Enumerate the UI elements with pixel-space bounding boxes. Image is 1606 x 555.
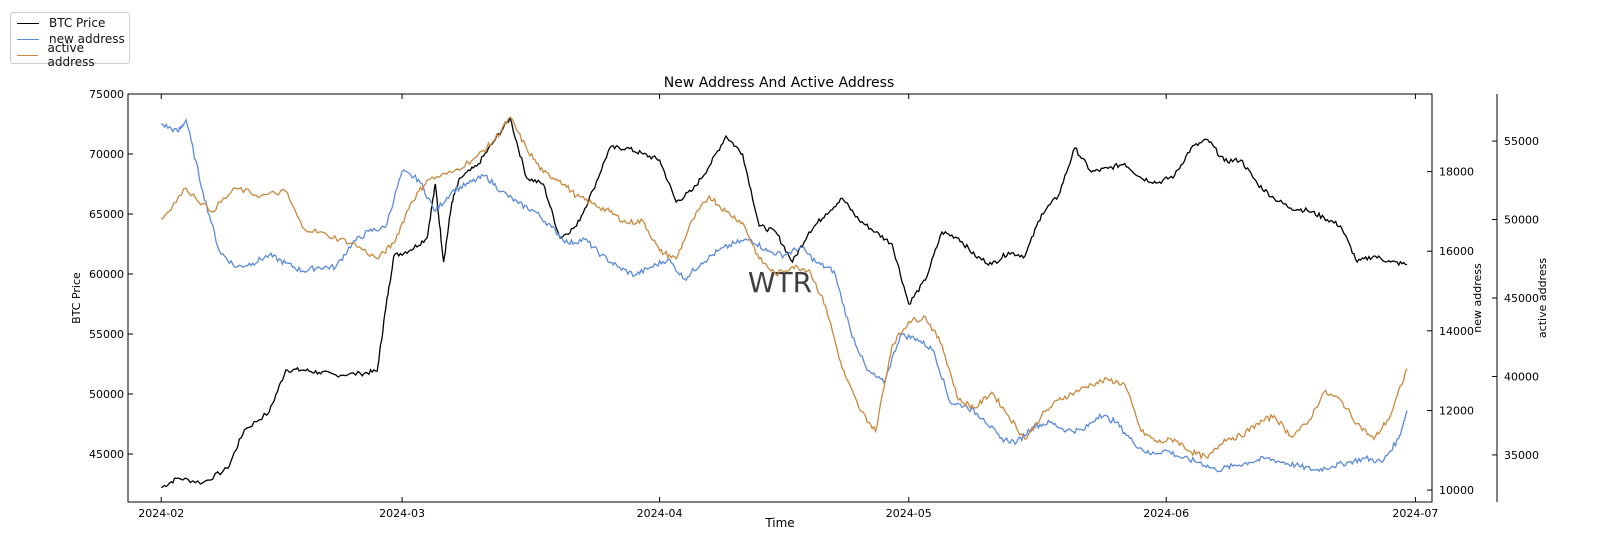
legend-label-new-address: new address	[49, 32, 125, 46]
x-tick-label: 2024-05	[886, 507, 932, 520]
y-axis-label-active: active address	[1536, 258, 1549, 338]
y-tick-label-new: 10000	[1439, 484, 1474, 497]
chart-title: New Address And Active Address	[664, 75, 895, 91]
y-tick-label-btc: 45000	[89, 448, 124, 461]
legend-swatch-btc-price	[17, 22, 39, 24]
legend-item-btc-price: BTC Price	[17, 15, 105, 31]
legend-label-btc-price: BTC Price	[49, 16, 106, 30]
plot-frame	[127, 93, 1433, 503]
y-tick-label-active: 50000	[1504, 214, 1539, 227]
legend-item-active-address: active address	[17, 41, 129, 69]
x-axis-label: Time	[764, 516, 794, 530]
y-tick-label-active: 35000	[1504, 449, 1539, 462]
legend-item-new-address: new address	[17, 31, 125, 47]
watermark: WTR	[748, 266, 812, 299]
y-tick-label-new: 12000	[1439, 404, 1474, 417]
y-tick-label-active: 40000	[1504, 370, 1539, 383]
y-tick-label-btc: 60000	[89, 268, 124, 281]
y-tick-label-btc: 50000	[89, 388, 124, 401]
y-tick-label-new: 18000	[1439, 166, 1474, 179]
series-line-btc-price	[160, 116, 1408, 489]
series-line-new-address	[161, 117, 1408, 473]
y-tick-label-new: 14000	[1439, 325, 1474, 338]
plot-series-group	[160, 116, 1408, 489]
y-tick-label-new: 16000	[1439, 245, 1474, 258]
y-axis-label-new: new address	[1471, 263, 1484, 333]
y-axis-label-btc: BTC Price	[70, 272, 83, 324]
series-line-active-address	[160, 116, 1408, 461]
y-tick-label-btc: 70000	[89, 148, 124, 161]
legend-label-active-address: active address	[47, 41, 95, 69]
axes-group: 2024-02 2024-03 2024-04 2024-05 2024-06 2024-…	[70, 88, 1549, 520]
y-tick-label-active: 55000	[1504, 135, 1539, 148]
y-tick-label-btc: 65000	[89, 208, 124, 221]
y-tick-label-active: 45000	[1504, 292, 1539, 305]
x-tick-label: 2024-06	[1143, 507, 1189, 520]
x-tick-label: 2024-02	[138, 507, 184, 520]
legend-swatch-active-address	[17, 54, 38, 56]
y-tick-label-btc: 55000	[89, 328, 124, 341]
x-tick-label: 2024-07	[1392, 507, 1438, 520]
x-tick-label: 2024-04	[637, 507, 683, 520]
x-tick-label: 2024-03	[379, 507, 425, 520]
y-tick-label-btc: 75000	[89, 88, 124, 101]
legend: BTC Price new address active address	[10, 12, 130, 69]
legend-swatch-new-address	[17, 38, 39, 40]
